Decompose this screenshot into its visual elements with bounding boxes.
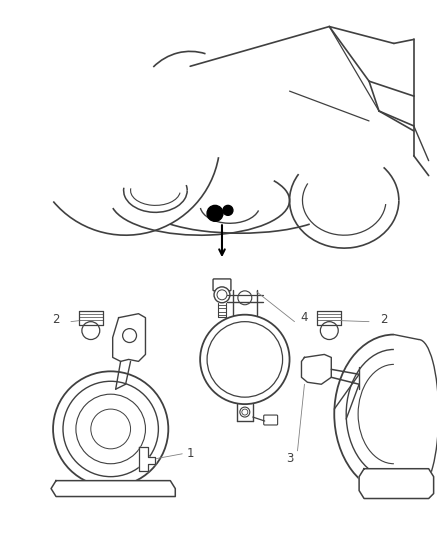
Circle shape — [223, 205, 233, 215]
Circle shape — [82, 321, 100, 340]
Text: 4: 4 — [301, 311, 308, 324]
Circle shape — [238, 291, 252, 305]
Polygon shape — [359, 469, 434, 498]
Polygon shape — [51, 481, 175, 497]
Circle shape — [200, 314, 290, 404]
Text: 1: 1 — [187, 447, 194, 461]
Circle shape — [311, 362, 322, 374]
Circle shape — [214, 287, 230, 303]
Circle shape — [320, 321, 338, 340]
Polygon shape — [301, 354, 331, 384]
Text: 2: 2 — [380, 313, 388, 326]
FancyBboxPatch shape — [264, 415, 278, 425]
Circle shape — [141, 454, 150, 464]
FancyBboxPatch shape — [213, 279, 231, 291]
Text: 2: 2 — [52, 313, 60, 326]
Circle shape — [123, 329, 137, 343]
Circle shape — [207, 205, 223, 221]
Polygon shape — [138, 447, 155, 471]
Text: 3: 3 — [286, 453, 293, 465]
Circle shape — [240, 407, 250, 417]
Circle shape — [53, 372, 168, 487]
